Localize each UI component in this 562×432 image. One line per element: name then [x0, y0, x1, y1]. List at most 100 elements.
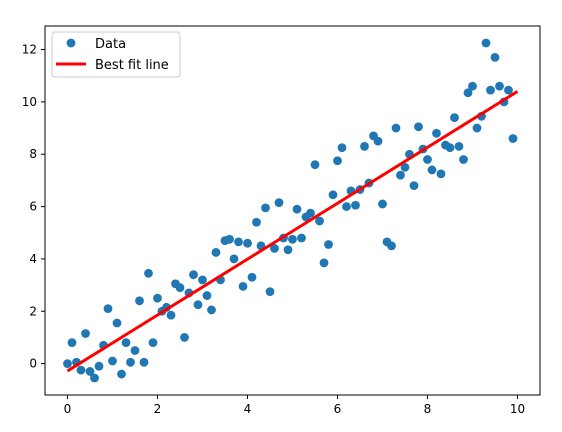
data-point-31: [202, 291, 212, 300]
x-tick-label-4: 4: [244, 402, 252, 416]
data-point-7: [94, 361, 104, 371]
data-point-78: [414, 122, 423, 132]
data-point-94: [486, 85, 495, 95]
legend-marker-data: [66, 38, 76, 48]
data-point-82: [432, 128, 441, 138]
data-point-33: [211, 247, 221, 257]
data-point-75: [400, 162, 410, 172]
data-point-70: [378, 199, 387, 209]
data-point-14: [126, 357, 135, 367]
data-point-61: [337, 143, 347, 153]
data-point-47: [274, 198, 284, 208]
data-point-46: [270, 244, 279, 253]
data-point-81: [427, 165, 437, 175]
data-point-1: [67, 338, 77, 348]
data-point-20: [153, 293, 162, 303]
data-point-6: [90, 373, 99, 383]
data-point-30: [198, 275, 207, 285]
y-axis: 0 2 4 6 8 10 12: [22, 43, 45, 371]
data-point-50: [288, 234, 297, 244]
data-point-5: [85, 367, 95, 376]
y-tick-label-8: 8: [29, 147, 37, 161]
data-point-95: [490, 53, 500, 62]
x-tick-label-6: 6: [334, 402, 342, 416]
data-point-26: [180, 333, 189, 342]
data-point-83: [436, 169, 446, 179]
data-point-10: [108, 356, 117, 366]
y-tick-label-6: 6: [29, 200, 37, 214]
data-point-39: [238, 281, 248, 291]
x-axis: 0 2 4 6 8 10: [64, 395, 525, 416]
y-tick-label-4: 4: [29, 252, 37, 266]
data-point-77: [409, 181, 419, 191]
y-tick-label-10: 10: [22, 95, 37, 109]
data-point-29: [193, 300, 203, 310]
data-point-28: [189, 270, 198, 280]
legend: Data Best fit line: [51, 31, 181, 78]
data-point-55: [310, 160, 320, 170]
data-point-32: [207, 305, 216, 315]
data-point-87: [454, 141, 464, 151]
data-point-98: [504, 85, 513, 95]
data-point-49: [283, 245, 293, 255]
data-point-40: [243, 238, 252, 248]
plot-area: [63, 38, 519, 383]
x-tick-label-2: 2: [154, 402, 162, 416]
legend-label-data: Data: [95, 37, 126, 52]
data-point-72: [387, 241, 396, 251]
data-point-66: [360, 141, 369, 151]
data-point-51: [292, 204, 302, 214]
data-point-41: [247, 272, 257, 282]
data-point-15: [130, 346, 140, 355]
data-point-99: [508, 134, 518, 143]
data-point-85: [445, 143, 455, 153]
data-point-42: [252, 217, 261, 227]
x-tick-label-0: 0: [64, 402, 72, 416]
y-tick-label-2: 2: [29, 304, 37, 318]
data-point-64: [351, 200, 360, 210]
data-point-59: [328, 190, 338, 200]
data-point-57: [319, 258, 329, 268]
data-point-73: [391, 123, 401, 133]
data-point-44: [261, 203, 270, 213]
data-point-13: [121, 338, 131, 348]
data-point-19: [148, 338, 158, 348]
data-point-86: [450, 113, 459, 122]
data-point-12: [117, 369, 126, 379]
data-point-16: [135, 296, 144, 306]
data-point-36: [225, 234, 234, 244]
data-point-89: [463, 88, 473, 98]
data-point-93: [481, 38, 491, 48]
data-point-52: [297, 233, 306, 243]
data-point-23: [166, 310, 176, 320]
data-point-18: [144, 268, 153, 278]
data-point-25: [175, 283, 185, 293]
data-point-60: [333, 156, 342, 166]
x-tick-label-10: 10: [510, 402, 525, 416]
y-tick-label-12: 12: [22, 43, 37, 57]
data-point-58: [324, 240, 333, 249]
y-tick-label-0: 0: [29, 357, 37, 371]
data-point-56: [315, 216, 324, 226]
data-point-62: [342, 202, 351, 211]
data-point-90: [468, 81, 477, 91]
data-point-9: [103, 304, 113, 314]
data-point-4: [81, 329, 90, 338]
data-point-37: [229, 254, 239, 264]
axes-frame: [44, 25, 541, 396]
data-point-17: [139, 357, 149, 367]
data-point-80: [423, 155, 432, 164]
data-point-69: [373, 136, 383, 146]
data-point-0: [63, 359, 72, 368]
data-point-11: [112, 318, 122, 328]
data-point-88: [459, 155, 468, 164]
best-fit-line: [66, 90, 519, 373]
x-tick-label-8: 8: [424, 402, 432, 416]
data-point-74: [396, 170, 405, 180]
data-point-3: [76, 365, 86, 375]
data-point-91: [472, 123, 482, 133]
legend-label-best-fit: Best fit line: [95, 58, 169, 73]
data-point-45: [265, 287, 275, 297]
data-point-96: [495, 81, 504, 91]
